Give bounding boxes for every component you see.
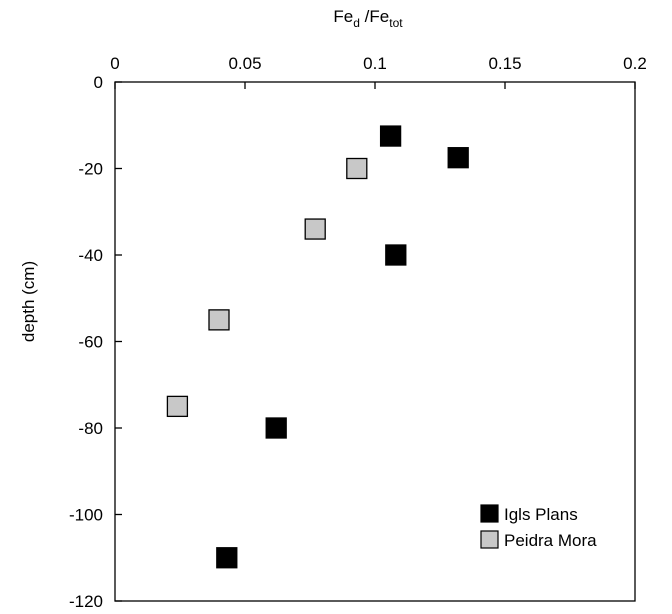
data-point-series-1 xyxy=(265,417,287,439)
data-point-series-2 xyxy=(166,395,189,418)
subscript: d xyxy=(353,16,360,30)
y-tick-label: -100 xyxy=(69,506,103,525)
x-tick-label: 0.1 xyxy=(363,54,387,73)
subscript: tot xyxy=(389,16,403,30)
legend-label: Igls Plans xyxy=(504,505,578,524)
x-axis-title-text: Fed /Fetot xyxy=(333,7,403,30)
data-point-series-2 xyxy=(304,218,326,240)
y-tick-label: -120 xyxy=(69,592,103,611)
axis-title-part: /Fe xyxy=(360,7,389,26)
legend-swatch xyxy=(480,504,499,523)
x-tick-label: 0.2 xyxy=(623,54,647,73)
data-point-series-2 xyxy=(346,157,368,180)
data-point-series-1 xyxy=(216,547,238,569)
axis-title-part: Fe xyxy=(333,7,353,26)
x-tick-label: 0.15 xyxy=(488,54,521,73)
legend: Igls Plans Peidra Mora xyxy=(480,504,597,550)
y-tick-label: -20 xyxy=(78,160,103,179)
y-tick-label: -40 xyxy=(78,246,103,265)
x-tick-label: 0.05 xyxy=(228,54,261,73)
y-axis-title: depth (cm) xyxy=(19,261,38,342)
legend-label: Peidra Mora xyxy=(504,531,597,550)
data-point-series-1 xyxy=(385,244,407,266)
x-tick-label: 0 xyxy=(110,54,119,73)
x-axis-title: Fed /Fetot xyxy=(333,7,403,30)
data-point-series-1 xyxy=(379,125,402,147)
y-axis: 0 -20 -40 -60 -80 -100 -120 xyxy=(69,73,122,611)
data-point-series-1 xyxy=(447,147,469,169)
legend-swatch xyxy=(480,530,499,549)
y-tick-label: -80 xyxy=(78,419,103,438)
data-points xyxy=(166,125,469,569)
x-axis: 0 0.05 0.1 0.15 0.2 xyxy=(110,54,647,89)
y-tick-label: 0 xyxy=(94,73,103,92)
y-tick-label: -60 xyxy=(78,333,103,352)
data-point-series-2 xyxy=(208,309,230,331)
